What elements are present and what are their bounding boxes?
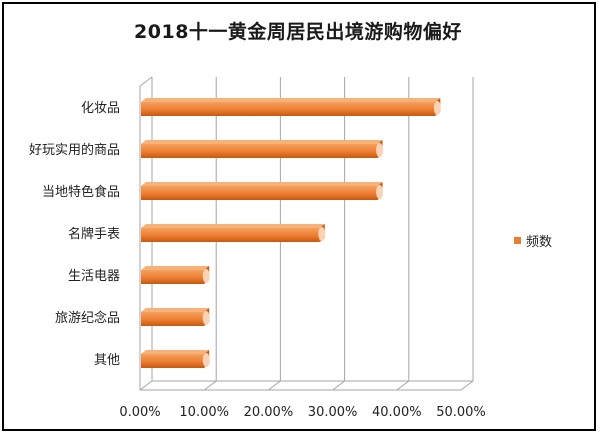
x-tick-label: 20.00%	[244, 405, 294, 420]
bar	[141, 98, 441, 116]
bar	[141, 224, 326, 242]
x-tick-labels: 0.00% 10.00% 20.00% 30.00% 40.00% 50.00%	[119, 405, 485, 420]
bar	[141, 182, 384, 200]
x-tick-label: 30.00%	[308, 405, 358, 420]
floor-gridline	[396, 380, 410, 391]
floor-gridline	[203, 380, 217, 391]
left-wall-top-edge	[139, 76, 153, 87]
legend-swatch	[514, 237, 521, 244]
x-tick-label: 40.00%	[372, 405, 422, 420]
axes	[139, 76, 473, 391]
floor-gridline	[139, 380, 153, 391]
category-label: 化妆品	[81, 101, 120, 116]
x-tick-label: 50.00%	[436, 405, 486, 420]
bar	[141, 308, 210, 326]
chart-frame	[2, 2, 596, 431]
category-label: 当地特色食品	[42, 184, 120, 200]
floor-gridline	[268, 380, 281, 391]
bars	[141, 98, 441, 368]
category-label: 好玩实用的商品	[29, 142, 120, 158]
x-tick-label: 0.00%	[119, 405, 160, 420]
category-label: 其他	[94, 353, 120, 368]
bar	[141, 350, 210, 368]
bar	[141, 266, 210, 284]
category-label: 名牌手表	[68, 226, 120, 242]
x-tick-label: 10.00%	[179, 405, 229, 420]
category-label: 旅游纪念品	[55, 310, 120, 326]
floor-gridline	[460, 380, 474, 391]
bar	[141, 140, 384, 158]
legend-label: 频数	[526, 235, 552, 250]
legend: 频数	[514, 235, 552, 250]
floor-gridline	[332, 380, 345, 391]
chart-title: 2018十一黄金周居民出境游购物偏好	[134, 21, 462, 43]
category-label: 生活电器	[68, 269, 120, 284]
